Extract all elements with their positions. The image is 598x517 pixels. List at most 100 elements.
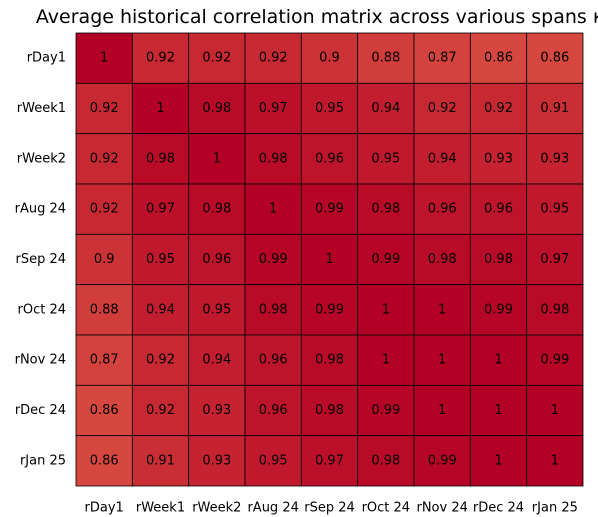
column-tick-label: rSep 24 bbox=[304, 501, 355, 516]
row-tick-label: rSep 24 bbox=[15, 252, 66, 267]
cell-value-label: 0.87 bbox=[428, 51, 457, 66]
cell-value-label: 0.91 bbox=[146, 453, 175, 468]
cell-value-label: 0.91 bbox=[540, 101, 569, 116]
cell-value-label: 1 bbox=[100, 51, 108, 66]
heatmap-cell bbox=[413, 133, 471, 185]
cell-value-label: 1 bbox=[494, 353, 502, 368]
cell-value-label: 0.95 bbox=[371, 151, 400, 166]
heatmap-cell bbox=[357, 384, 415, 437]
cell-value-label: 1 bbox=[213, 151, 221, 166]
heatmap-cell bbox=[357, 233, 415, 286]
heatmap-cell bbox=[131, 183, 190, 235]
heatmap-cell bbox=[244, 183, 302, 235]
cell-value-label: 0.97 bbox=[315, 453, 344, 468]
heatmap-cell bbox=[75, 133, 133, 185]
cell-value-label: 0.99 bbox=[315, 202, 344, 217]
heatmap-cell bbox=[75, 32, 133, 84]
heatmap-cell bbox=[244, 284, 302, 336]
cell-value-label: 0.92 bbox=[484, 101, 513, 116]
cell-value-label: 0.94 bbox=[146, 302, 175, 317]
heatmap-cell bbox=[413, 233, 471, 286]
row-tick-label: rNov 24 bbox=[15, 353, 66, 368]
cell-value-label: 0.95 bbox=[202, 302, 231, 317]
heatmap-cell bbox=[188, 384, 246, 437]
heatmap-cell bbox=[131, 233, 190, 286]
cell-value-label: 0.99 bbox=[428, 453, 457, 468]
heatmap-cell bbox=[188, 82, 246, 135]
column-tick-label: rJan 25 bbox=[532, 501, 578, 516]
heatmap-cell bbox=[131, 32, 190, 84]
row-tick-label: rJan 25 bbox=[20, 453, 66, 468]
heatmap-cell bbox=[188, 435, 246, 487]
cell-value-label: 0.98 bbox=[202, 202, 231, 217]
heatmap-cell bbox=[75, 435, 133, 487]
heatmap-cell bbox=[75, 233, 133, 286]
cell-value-label: 0.94 bbox=[428, 151, 457, 166]
heatmap-cell bbox=[526, 183, 584, 235]
cell-value-label: 0.99 bbox=[259, 252, 288, 267]
cell-value-label: 0.98 bbox=[371, 202, 400, 217]
cell-value-label: 0.97 bbox=[540, 252, 569, 267]
heatmap-cell bbox=[131, 284, 190, 336]
cell-value-label: 0.86 bbox=[484, 51, 513, 66]
cell-value-label: 0.99 bbox=[371, 252, 400, 267]
cell-value-label: 0.92 bbox=[90, 151, 119, 166]
column-tick-labels: rDay1 rWeek1 rWeek2 rAug 24 rSep 24 rOct 24 rN… bbox=[85, 501, 578, 516]
cell-value-label: 0.92 bbox=[90, 101, 119, 116]
row-tick-label: rAug 24 bbox=[15, 202, 66, 217]
heatmap-cell bbox=[526, 384, 584, 437]
column-tick-label: rWeek2 bbox=[192, 501, 241, 516]
cell-value-label: 0.93 bbox=[540, 151, 569, 166]
cell-value-label: 1 bbox=[438, 403, 446, 418]
heatmap-cell bbox=[300, 133, 359, 185]
heatmap-cell bbox=[357, 435, 415, 487]
heatmap-cell bbox=[526, 284, 584, 336]
heatmap-cell bbox=[244, 233, 302, 286]
cell-value-label: 0.95 bbox=[315, 101, 344, 116]
column-tick-label: rOct 24 bbox=[362, 501, 411, 516]
cell-value-label: 0.92 bbox=[202, 51, 231, 66]
cell-value-label: 0.96 bbox=[315, 151, 344, 166]
heatmap-cell bbox=[75, 183, 133, 235]
heatmap-cell bbox=[413, 334, 471, 386]
cell-value-label: 0.9 bbox=[319, 51, 340, 66]
cell-value-label: 0.98 bbox=[540, 302, 569, 317]
cell-value-label: 0.98 bbox=[371, 453, 400, 468]
cell-value-label: 1 bbox=[551, 453, 559, 468]
heatmap-cell-labels: 1 0.92 0.92 0.92 0.9 0.88 0.87 0.86 0.86 0.92 1 0.9… bbox=[90, 51, 570, 469]
cell-value-label: 0.99 bbox=[484, 302, 513, 317]
cell-value-label: 1 bbox=[494, 453, 502, 468]
cell-value-label: 0.99 bbox=[315, 302, 344, 317]
cell-value-label: 0.94 bbox=[371, 101, 400, 116]
cell-value-label: 0.97 bbox=[259, 101, 288, 116]
row-tick-labels: rDay1 rWeek1 rWeek2 rAug 24 rSep 24 rOct 24 rN… bbox=[15, 51, 66, 469]
cell-value-label: 0.88 bbox=[90, 302, 119, 317]
cell-value-label: 0.95 bbox=[540, 202, 569, 217]
heatmap-cell bbox=[244, 435, 302, 487]
row-tick-label: rWeek1 bbox=[17, 101, 66, 116]
cell-value-label: 0.96 bbox=[259, 353, 288, 368]
heatmap-cell bbox=[188, 284, 246, 336]
heatmap-cell bbox=[131, 133, 190, 185]
cell-value-label: 0.87 bbox=[90, 353, 119, 368]
heatmap-cell bbox=[526, 133, 584, 185]
cell-value-label: 1 bbox=[438, 302, 446, 317]
heatmap-cell bbox=[188, 233, 246, 286]
heatmap-cell bbox=[469, 82, 528, 135]
cell-value-label: 1 bbox=[325, 252, 333, 267]
heatmap-cell bbox=[300, 334, 359, 386]
cell-value-label: 1 bbox=[551, 403, 559, 418]
cell-value-label: 0.98 bbox=[146, 151, 175, 166]
cell-value-label: 0.96 bbox=[202, 252, 231, 267]
heatmap-cell bbox=[131, 435, 190, 487]
row-tick-label: rWeek2 bbox=[17, 151, 66, 166]
cell-value-label: 0.95 bbox=[146, 252, 175, 267]
cell-value-label: 0.86 bbox=[90, 403, 119, 418]
cell-value-label: 0.92 bbox=[146, 353, 175, 368]
heatmap-cell bbox=[469, 284, 528, 336]
heatmap-cell bbox=[188, 32, 246, 84]
cell-value-label: 0.92 bbox=[428, 101, 457, 116]
heatmap-cell bbox=[300, 82, 359, 135]
cell-value-label: 1 bbox=[269, 202, 277, 217]
